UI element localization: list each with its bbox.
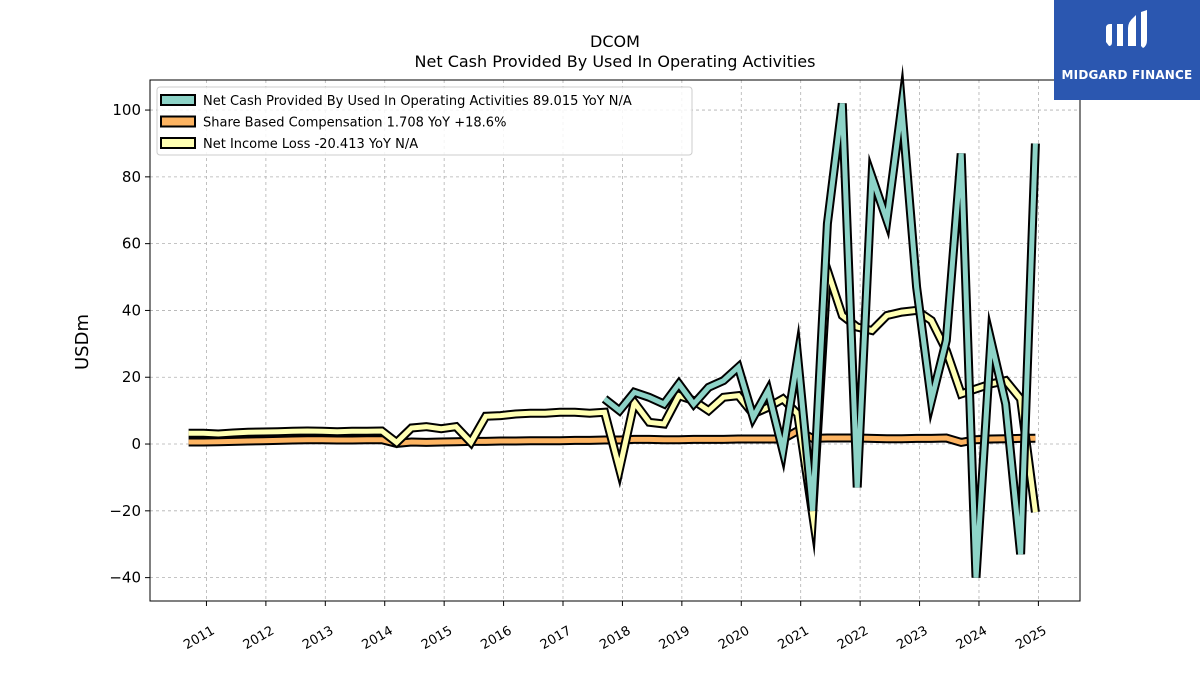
- x-tick-label: 2025: [1013, 623, 1049, 653]
- series-line-0: [601, 64, 1040, 578]
- series-line-fill: [188, 257, 1038, 539]
- x-tick-label: 2014: [360, 623, 396, 653]
- x-tick-label: 2012: [241, 623, 277, 653]
- y-tick-label: −20: [109, 502, 141, 520]
- grid: [150, 80, 1080, 601]
- y-tick-label: 0: [131, 435, 141, 453]
- x-tick-label: 2021: [776, 623, 812, 653]
- y-tick-label: 40: [122, 301, 141, 319]
- chart-subtitle: Net Cash Provided By Used In Operating A…: [415, 52, 816, 71]
- series-line-fill: [603, 83, 1038, 578]
- series-layer: [188, 64, 1040, 578]
- x-tick-label: 2018: [597, 623, 633, 653]
- series-line-outline: [188, 246, 1040, 558]
- logo-mark-icon: [1106, 10, 1147, 48]
- x-tick-label: 2015: [419, 623, 455, 653]
- y-tick-label: 100: [112, 101, 141, 119]
- legend-box: [156, 86, 693, 156]
- series-line-2: [188, 246, 1040, 558]
- x-tick-label: 2024: [954, 623, 990, 653]
- x-tick-label: 2022: [835, 623, 871, 653]
- plot-frame: [149, 79, 1081, 602]
- legend-entry-label: Share Based Compensation 1.708 YoY +18.6…: [203, 116, 506, 131]
- y-tick-label: −40: [109, 569, 141, 587]
- legend-entry-label: Net Cash Provided By Used In Operating A…: [203, 94, 632, 109]
- x-tick-label: 2011: [181, 623, 217, 653]
- x-tick-label: 2023: [894, 623, 930, 653]
- x-tick-label: 2016: [478, 623, 514, 653]
- legend-swatch: [160, 115, 196, 128]
- x-tick-label: 2013: [300, 623, 336, 653]
- y-tick-label: 60: [122, 235, 141, 253]
- legend-entry-label: Net Income Loss -20.413 YoY N/A: [203, 137, 418, 152]
- x-tick-label: 2017: [538, 623, 574, 653]
- y-axis-label: USDm: [72, 314, 93, 370]
- midgard-finance-logo: MIDGARD FINANCE: [1054, 0, 1200, 100]
- chart-title: DCOM: [590, 32, 640, 51]
- x-tick-label: 2020: [716, 623, 752, 653]
- legend: Net Cash Provided By Used In Operating A…: [156, 86, 693, 156]
- x-tick-label: 2019: [657, 623, 693, 653]
- y-tick-label: 80: [122, 168, 141, 186]
- legend-swatch: [160, 94, 196, 106]
- brand-name: MIDGARD FINANCE: [1061, 68, 1193, 82]
- y-tick-label: 20: [122, 368, 141, 386]
- legend-swatch: [160, 137, 196, 149]
